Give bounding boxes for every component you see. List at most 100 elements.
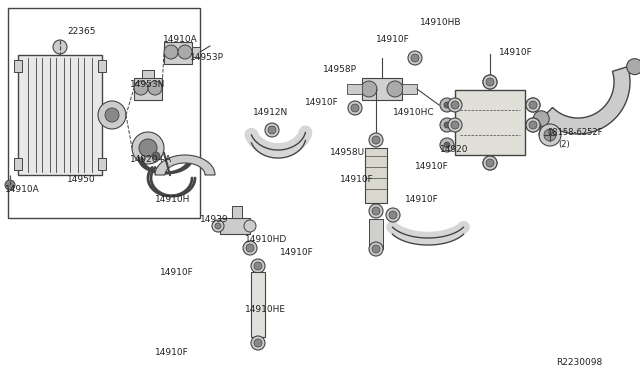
Bar <box>8 8 200 218</box>
Bar <box>98 158 106 170</box>
Circle shape <box>539 124 561 146</box>
Circle shape <box>529 101 537 109</box>
Text: 14910F: 14910F <box>405 195 439 204</box>
Circle shape <box>369 133 383 147</box>
Bar <box>98 60 106 72</box>
Circle shape <box>265 123 279 137</box>
Circle shape <box>5 180 15 190</box>
Bar <box>347 84 362 94</box>
Text: 14910F: 14910F <box>376 35 410 44</box>
Circle shape <box>361 81 377 97</box>
Bar <box>134 78 162 100</box>
Text: 14910A: 14910A <box>5 185 40 194</box>
Circle shape <box>444 102 450 108</box>
Bar <box>362 78 402 100</box>
Text: 14920+A: 14920+A <box>130 155 172 164</box>
Text: 14939: 14939 <box>200 215 228 224</box>
Circle shape <box>533 111 549 127</box>
Circle shape <box>148 81 162 95</box>
Circle shape <box>530 102 536 108</box>
Circle shape <box>251 336 265 350</box>
Circle shape <box>440 118 454 132</box>
Circle shape <box>348 101 362 115</box>
Text: 14912N: 14912N <box>253 108 288 117</box>
Text: 14958U: 14958U <box>330 148 365 157</box>
Circle shape <box>369 204 383 218</box>
Circle shape <box>372 136 380 144</box>
Circle shape <box>526 118 540 132</box>
Bar <box>402 84 417 94</box>
Circle shape <box>440 138 454 152</box>
Text: 14910F: 14910F <box>155 348 189 357</box>
Circle shape <box>268 126 276 134</box>
Text: 14953N: 14953N <box>130 80 165 89</box>
Circle shape <box>627 59 640 75</box>
Circle shape <box>243 241 257 255</box>
Circle shape <box>215 223 221 229</box>
Circle shape <box>448 118 462 132</box>
Text: 14910F: 14910F <box>160 268 194 277</box>
Bar <box>192 47 200 57</box>
Text: (2): (2) <box>558 140 570 149</box>
Bar <box>164 42 192 64</box>
Text: 08158-6252F: 08158-6252F <box>548 128 604 137</box>
Polygon shape <box>155 155 215 175</box>
Text: 14910F: 14910F <box>340 175 374 184</box>
Circle shape <box>246 244 254 252</box>
Circle shape <box>152 152 160 160</box>
Circle shape <box>483 75 497 89</box>
Circle shape <box>139 139 157 157</box>
Circle shape <box>105 108 119 122</box>
Circle shape <box>98 101 126 129</box>
Circle shape <box>254 262 262 270</box>
Circle shape <box>529 121 537 129</box>
Bar <box>232 206 242 218</box>
Circle shape <box>526 98 540 112</box>
Circle shape <box>387 81 403 97</box>
Circle shape <box>369 242 383 256</box>
Text: 14910H: 14910H <box>155 195 190 204</box>
Text: R2230098: R2230098 <box>556 358 602 367</box>
Bar <box>220 218 250 234</box>
Bar <box>18 55 102 175</box>
Bar <box>455 90 525 155</box>
Circle shape <box>389 211 397 219</box>
Circle shape <box>254 339 262 347</box>
Circle shape <box>526 98 540 112</box>
Circle shape <box>132 132 164 164</box>
Text: 14920: 14920 <box>440 145 468 154</box>
Bar <box>14 158 22 170</box>
Circle shape <box>444 122 450 128</box>
Text: 14910F: 14910F <box>280 248 314 257</box>
Bar <box>251 272 265 337</box>
Text: 14958P: 14958P <box>323 65 357 74</box>
Circle shape <box>483 156 497 170</box>
Circle shape <box>530 122 536 128</box>
Bar <box>369 219 383 249</box>
Text: 14910A: 14910A <box>163 35 198 44</box>
Text: 14910F: 14910F <box>415 162 449 171</box>
Circle shape <box>53 40 67 54</box>
Polygon shape <box>541 67 630 134</box>
Text: 14910HB: 14910HB <box>420 18 461 27</box>
Text: 22365: 22365 <box>67 27 95 36</box>
Circle shape <box>178 45 192 59</box>
Circle shape <box>451 101 459 109</box>
Bar <box>365 148 387 203</box>
Circle shape <box>440 98 454 112</box>
Circle shape <box>451 121 459 129</box>
Circle shape <box>544 129 556 141</box>
Circle shape <box>526 118 540 132</box>
Circle shape <box>134 81 148 95</box>
Circle shape <box>448 98 462 112</box>
Text: 14953P: 14953P <box>190 53 224 62</box>
Circle shape <box>351 104 359 112</box>
Circle shape <box>251 259 265 273</box>
Circle shape <box>244 220 256 232</box>
Circle shape <box>483 156 497 170</box>
Bar <box>14 60 22 72</box>
Circle shape <box>486 78 494 86</box>
Circle shape <box>483 75 497 89</box>
Text: 14950: 14950 <box>67 175 95 184</box>
Circle shape <box>164 45 178 59</box>
